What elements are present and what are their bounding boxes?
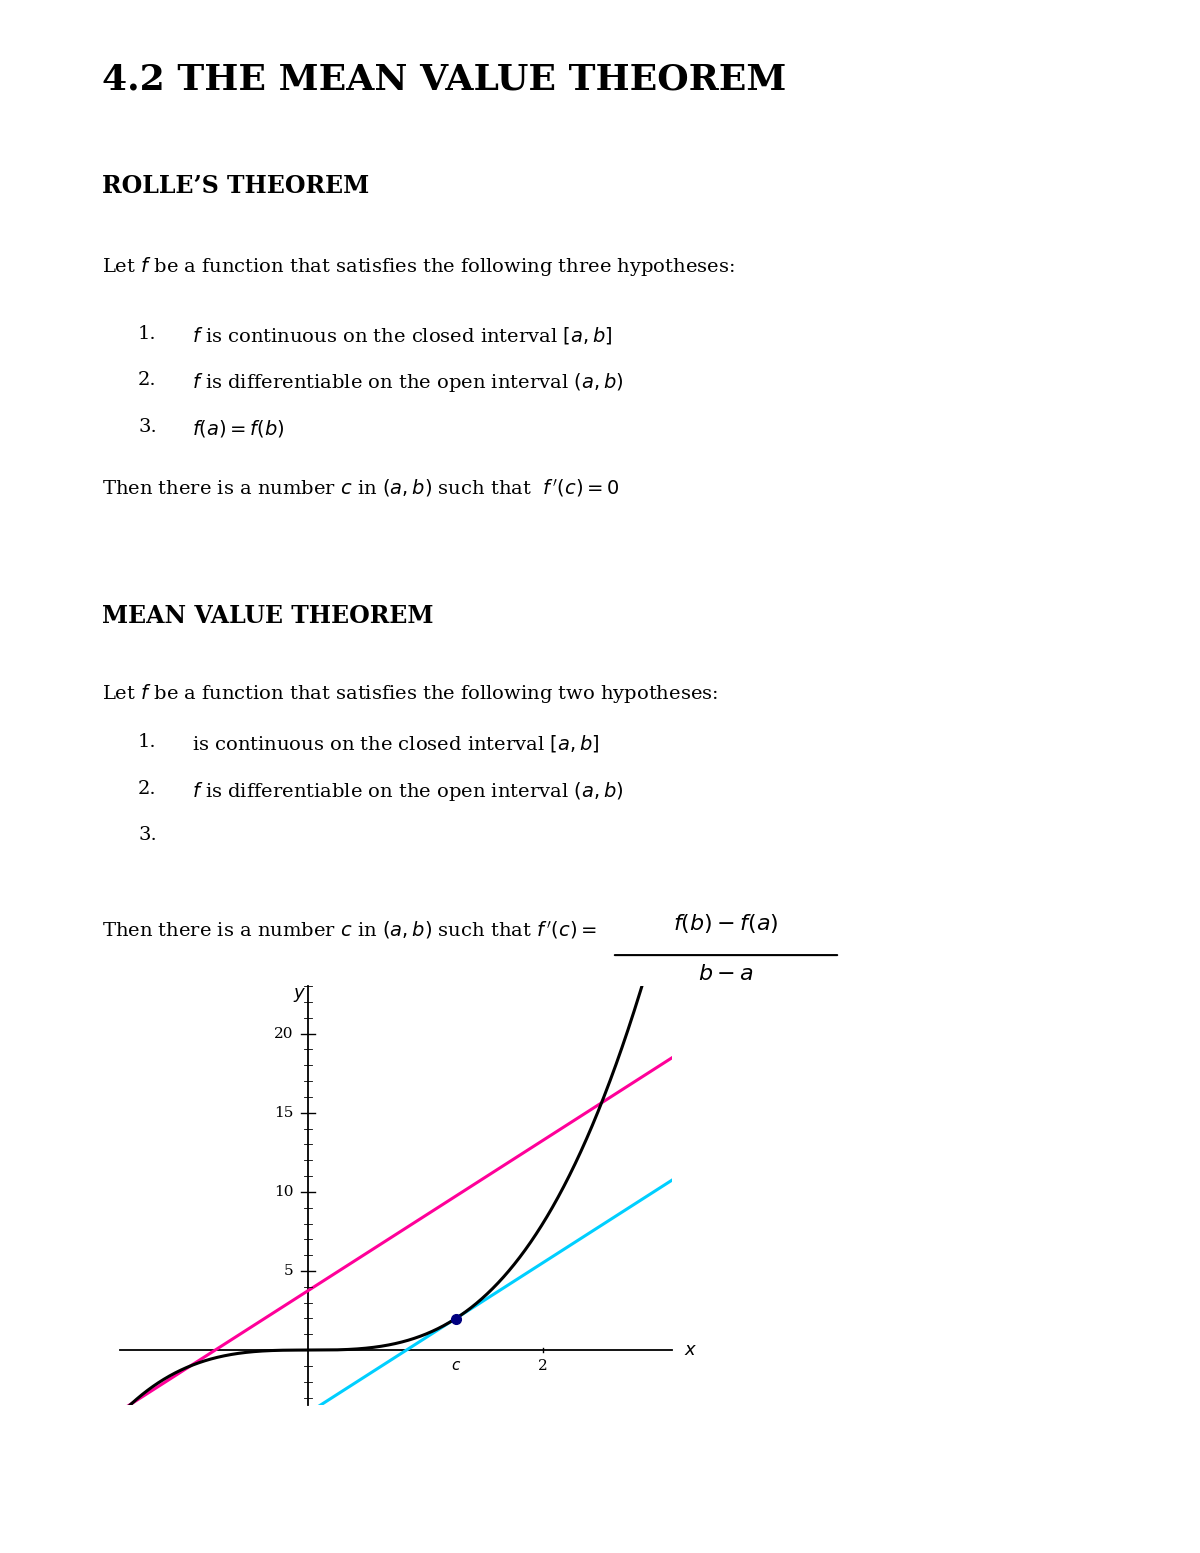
Text: $b - a$: $b - a$ [698, 963, 754, 985]
Text: 2: 2 [538, 1359, 547, 1373]
Text: 10: 10 [275, 1185, 294, 1199]
Text: 3.: 3. [138, 418, 157, 436]
Text: $c$: $c$ [451, 1359, 461, 1373]
Text: 20: 20 [275, 1027, 294, 1041]
Text: $f$ is differentiable on the open interval $(a,b)$: $f$ is differentiable on the open interv… [192, 780, 623, 803]
Text: is continuous on the closed interval $[a,b]$: is continuous on the closed interval $[a… [192, 733, 600, 755]
Text: MEAN VALUE THEOREM: MEAN VALUE THEOREM [102, 604, 433, 627]
Text: Then there is a number $c$ in $(a,b)$ such that  $f\,'(c) = 0$: Then there is a number $c$ in $(a,b)$ su… [102, 477, 619, 499]
Text: $x$: $x$ [684, 1342, 697, 1359]
Text: 3.: 3. [138, 826, 157, 845]
Text: $f(b) - f(a)$: $f(b) - f(a)$ [673, 912, 779, 935]
Text: ROLLE’S THEOREM: ROLLE’S THEOREM [102, 174, 370, 197]
Text: 2.: 2. [138, 780, 157, 798]
Text: $f(a)$$=$$f(b)$: $f(a)$$=$$f(b)$ [192, 418, 284, 439]
Text: Let $f$ be a function that satisfies the following two hypotheses:: Let $f$ be a function that satisfies the… [102, 682, 718, 705]
Text: 1.: 1. [138, 733, 157, 752]
Text: 2.: 2. [138, 371, 157, 390]
Text: Let $f$ be a function that satisfies the following three hypotheses:: Let $f$ be a function that satisfies the… [102, 255, 734, 278]
Text: $y$: $y$ [293, 986, 306, 1005]
Text: $f$ is differentiable on the open interval $(a,b)$: $f$ is differentiable on the open interv… [192, 371, 623, 394]
Text: $f$ is continuous on the closed interval $[a,b]$: $f$ is continuous on the closed interval… [192, 325, 612, 346]
Text: 1.: 1. [138, 325, 157, 343]
Text: Then there is a number $c$ in $(a,b)$ such that $f\,'(c)=$: Then there is a number $c$ in $(a,b)$ su… [102, 919, 596, 941]
Text: 15: 15 [275, 1106, 294, 1120]
Text: 5: 5 [284, 1264, 294, 1278]
Text: 4.2 THE MEAN VALUE THEOREM: 4.2 THE MEAN VALUE THEOREM [102, 62, 786, 96]
